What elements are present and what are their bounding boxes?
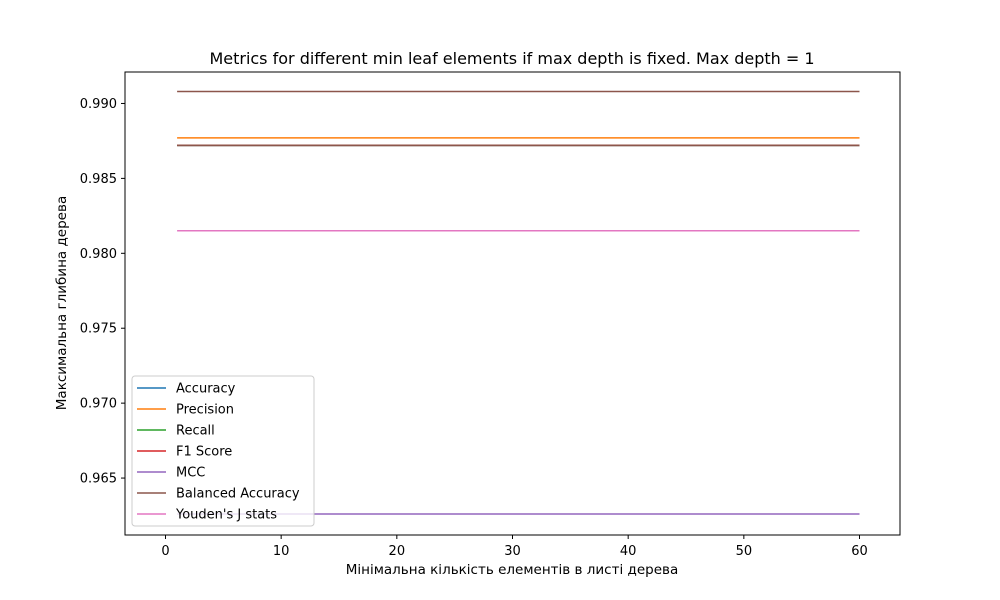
- x-tick-label: 60: [851, 544, 868, 559]
- x-axis-ticks: 0 10 20 30 40 50 60: [161, 535, 868, 559]
- legend-label: Accuracy: [176, 382, 236, 397]
- legend-label: Recall: [176, 424, 215, 439]
- legend-label: F1 Score: [176, 445, 232, 460]
- x-tick-label: 40: [620, 544, 637, 559]
- x-tick-label: 10: [273, 544, 290, 559]
- y-tick-label: 0.975: [80, 322, 117, 337]
- x-tick-label: 30: [504, 544, 521, 559]
- x-tick-label: 0: [161, 544, 169, 559]
- y-axis-label: Максимальна глибина дерева: [54, 196, 70, 410]
- y-axis-ticks: 0.965 0.970 0.975 0.980 0.985 0.990: [80, 97, 125, 487]
- legend-label: Balanced Accuracy: [176, 487, 300, 502]
- y-tick-label: 0.990: [80, 97, 117, 112]
- y-tick-label: 0.980: [80, 247, 117, 262]
- y-tick-label: 0.985: [80, 172, 117, 187]
- x-tick-label: 20: [389, 544, 406, 559]
- y-tick-label: 0.970: [80, 397, 117, 412]
- chart-title: Metrics for different min leaf elements …: [209, 49, 814, 68]
- y-tick-label: 0.965: [80, 472, 117, 487]
- x-tick-label: 50: [736, 544, 753, 559]
- x-axis-label: Мінімальна кількість елементів в листі д…: [346, 562, 678, 578]
- legend-label: Youden's J stats: [175, 508, 277, 523]
- legend: Accuracy Precision Recall F1 Score MCC Balanc…: [131, 375, 315, 527]
- legend-label: MCC: [176, 466, 205, 481]
- legend-label: Precision: [176, 403, 234, 418]
- legend-box: [131, 375, 315, 527]
